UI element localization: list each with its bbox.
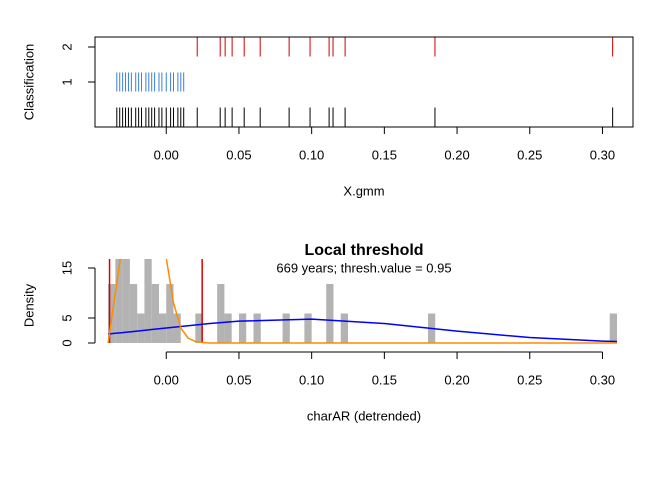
- histogram-bar: [253, 313, 261, 343]
- histogram-bar: [137, 313, 145, 343]
- chart-title: Local threshold: [304, 242, 423, 259]
- x-tick-label: 0.15: [372, 372, 397, 387]
- histogram-bar: [340, 313, 349, 343]
- x-tick-label: 0.10: [299, 147, 324, 162]
- density-line: [108, 318, 618, 343]
- x-tick-label: 0.00: [154, 372, 179, 387]
- histogram-bar: [151, 284, 159, 343]
- histogram-bar: [115, 259, 123, 343]
- histogram-bar: [217, 284, 225, 343]
- x-tick-label: 0.25: [517, 372, 542, 387]
- x-tick-label: 0.10: [299, 372, 324, 387]
- x-tick-label: 0.30: [590, 372, 615, 387]
- y-tick-label: 0: [59, 339, 74, 346]
- x-tick-label: 0.00: [154, 147, 179, 162]
- histogram-bar: [144, 259, 152, 343]
- histogram-bar: [238, 313, 247, 343]
- histogram-bar: [326, 284, 334, 343]
- plot-area: [107, 259, 618, 344]
- x-axis-label: charAR (detrended): [307, 408, 421, 423]
- histogram-bar: [166, 284, 174, 343]
- chart-subtitle: 669 years; thresh.value = 0.95: [276, 260, 451, 275]
- histogram-bar: [129, 284, 138, 343]
- y-tick-label: 2: [59, 43, 74, 50]
- plot-box: [94, 36, 634, 128]
- x-axis-label: X.gmm: [343, 183, 384, 198]
- histogram-bar: [122, 259, 130, 343]
- y-axis-label: Density: [21, 283, 36, 327]
- histogram-bar: [224, 313, 232, 343]
- density-line: [107, 259, 618, 344]
- x-tick-label: 0.05: [226, 147, 251, 162]
- histogram-bar: [195, 313, 203, 343]
- y-tick-label: 5: [59, 314, 74, 321]
- x-tick-label: 0.05: [226, 372, 251, 387]
- x-tick-label: 0.30: [590, 147, 615, 162]
- histogram-bar: [173, 313, 181, 343]
- y-tick-label: 15: [59, 261, 74, 275]
- histogram-bar: [609, 313, 618, 343]
- y-tick-label: 1: [59, 78, 74, 85]
- x-tick-label: 0.25: [517, 147, 542, 162]
- histogram-bar: [304, 313, 312, 343]
- x-tick-label: 0.20: [444, 372, 469, 387]
- x-tick-label: 0.15: [372, 147, 397, 162]
- x-tick-label: 0.20: [444, 147, 469, 162]
- histogram-bar: [282, 313, 290, 343]
- y-axis-label: Classification: [21, 44, 36, 121]
